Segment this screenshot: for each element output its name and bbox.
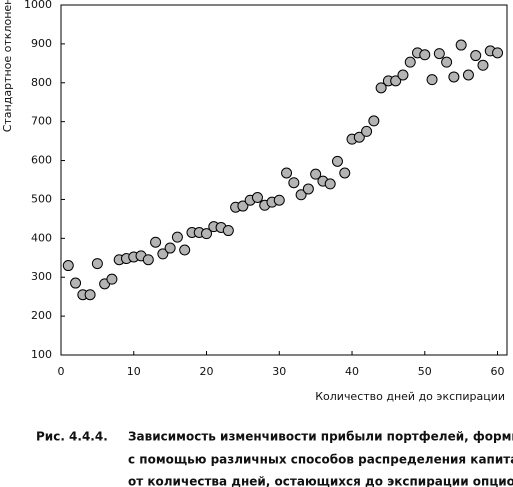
x-axis-label: Количество дней до экспирации (315, 390, 505, 403)
point (222, 225, 234, 237)
point (70, 277, 82, 289)
y-tick-label: 700 (31, 115, 52, 128)
x-tick-label: 10 (127, 365, 141, 378)
point (201, 228, 213, 240)
point (164, 242, 176, 254)
point (361, 125, 373, 137)
point (426, 74, 438, 86)
point (273, 194, 285, 206)
y-tick-label: 800 (31, 76, 52, 89)
point (295, 189, 307, 201)
point (375, 82, 387, 94)
point (171, 231, 183, 243)
y-tick-label: 400 (31, 231, 52, 244)
point (404, 56, 416, 68)
x-tick-label: 40 (345, 365, 359, 378)
point (324, 178, 336, 190)
point (302, 183, 314, 195)
point (419, 49, 431, 61)
y-tick-label: 600 (31, 154, 52, 167)
y-axis-label: Стандартное отклонение (1, 0, 14, 132)
x-tick-label: 50 (418, 365, 432, 378)
point (106, 273, 118, 285)
y-tick-label: 1000 (24, 0, 52, 11)
point (339, 167, 351, 179)
y-tick-label: 300 (31, 270, 52, 283)
point (433, 48, 445, 60)
point (142, 254, 154, 266)
y-tick-label: 500 (31, 192, 52, 205)
point (91, 258, 103, 270)
point (281, 167, 293, 179)
point (331, 155, 343, 167)
point (62, 260, 74, 272)
plot-frame (60, 4, 508, 356)
x-tick-label: 30 (272, 365, 286, 378)
point (441, 56, 453, 68)
x-tick-label: 60 (491, 365, 505, 378)
point (397, 69, 409, 81)
point (157, 248, 169, 260)
point (288, 177, 300, 189)
point (462, 69, 474, 81)
point (310, 168, 322, 180)
caption-line: с помощью различных способов распределен… (128, 453, 513, 467)
point (251, 192, 263, 203)
caption-line: Зависимость изменчивости прибыли портфел… (128, 430, 513, 444)
point (179, 244, 191, 256)
x-tick-label: 20 (200, 365, 214, 378)
y-tick-label: 900 (31, 37, 52, 50)
x-tick-label: 0 (58, 365, 65, 378)
point (477, 59, 489, 71)
point (448, 71, 460, 83)
y-tick-label: 100 (31, 348, 52, 361)
point (368, 115, 380, 127)
y-tick-label: 200 (31, 309, 52, 322)
point (353, 131, 365, 143)
point (150, 236, 162, 248)
point (237, 200, 249, 212)
caption-line: от количества дней, остающихся до экспир… (128, 475, 513, 487)
point (455, 39, 467, 51)
point (470, 50, 482, 62)
point (492, 47, 504, 59)
point (390, 75, 402, 87)
point (84, 289, 96, 301)
caption-label: Рис. 4.4.4. (36, 430, 108, 444)
